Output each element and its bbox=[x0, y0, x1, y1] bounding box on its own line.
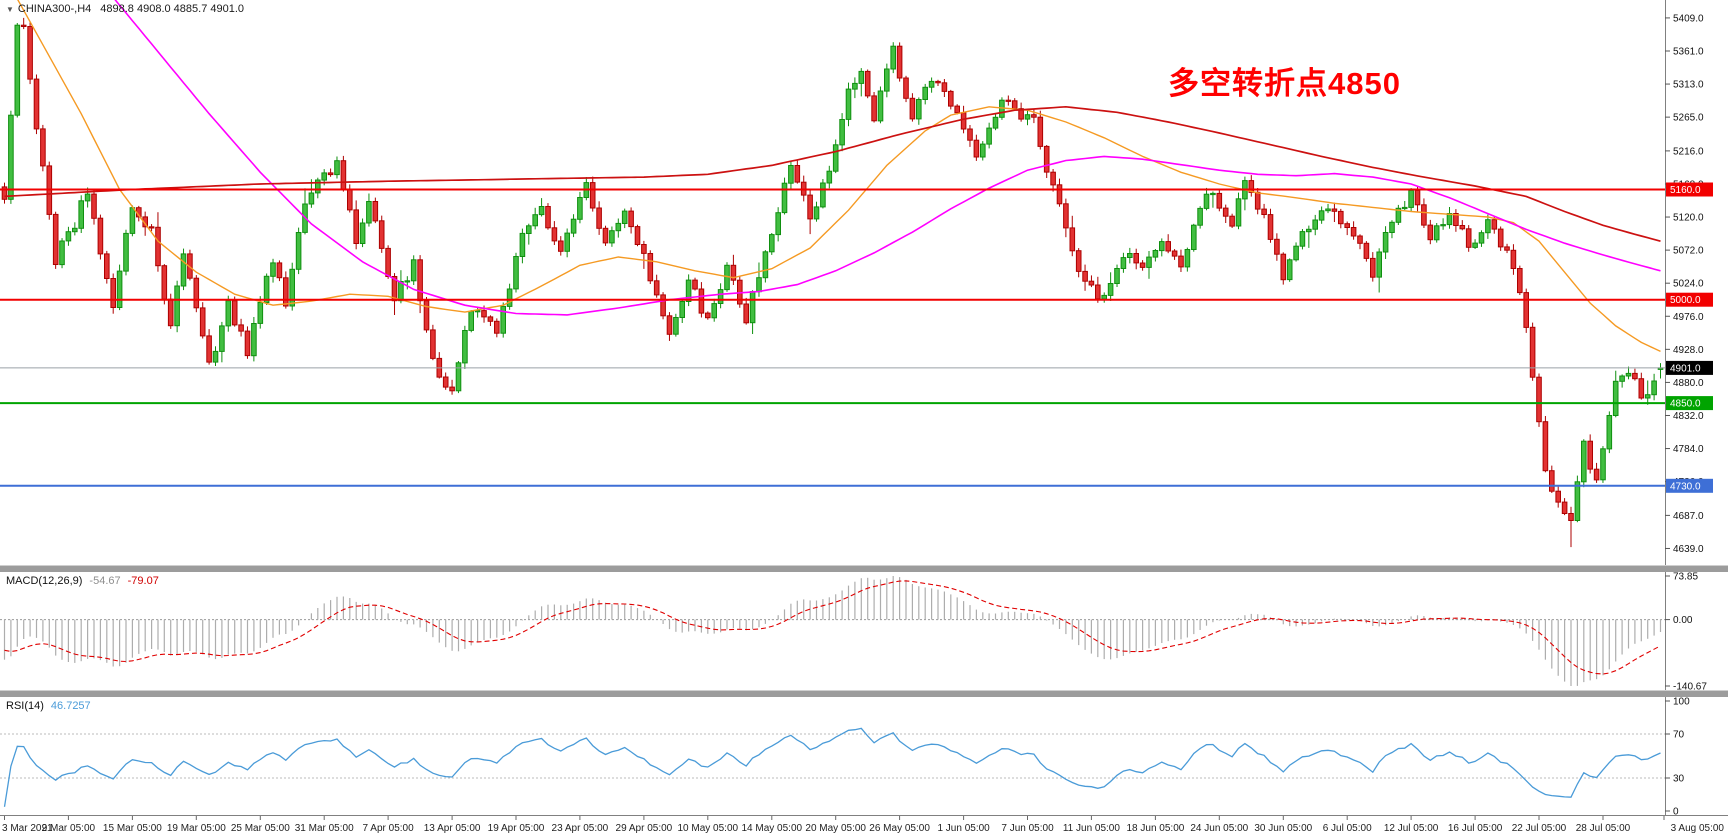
price-tick: 5072.0 bbox=[1673, 246, 1704, 257]
symbol-info: ▼ CHINA300-,H4 4898.8 4908.0 4885.7 4901.0 bbox=[6, 3, 244, 15]
price-tick: 4928.0 bbox=[1673, 345, 1704, 356]
macd-name: MACD(12,26,9) bbox=[6, 575, 83, 587]
time-tick: 20 May 05:00 bbox=[805, 823, 866, 834]
panel-separators[interactable] bbox=[0, 565, 1728, 697]
price-label-5160.0: 5160.0 bbox=[1666, 182, 1713, 197]
svg-text:5160.0: 5160.0 bbox=[1670, 185, 1701, 196]
time-tick: 15 Mar 05:00 bbox=[103, 823, 162, 834]
ma-slow-red bbox=[4, 105, 1661, 243]
price-tick: 4976.0 bbox=[1673, 312, 1704, 323]
price-label-4901.0: 4901.0 bbox=[1666, 360, 1713, 375]
ma-fast-orange bbox=[17, 0, 1661, 353]
macd-main-value: -54.67 bbox=[89, 575, 121, 587]
rsi-line bbox=[3, 727, 1661, 807]
price-tick: 5361.0 bbox=[1673, 46, 1704, 57]
symbol-dropdown-icon[interactable]: ▼ bbox=[6, 5, 14, 14]
rsi-label: RSI(14) 46.7257 bbox=[6, 700, 91, 712]
rsi-tick: 100 bbox=[1673, 697, 1690, 708]
macd-panel: 73.85 0.00 -140.67 bbox=[0, 572, 1707, 693]
time-tick: 24 Jun 05:00 bbox=[1190, 823, 1248, 834]
ohlc-values: 4898.8 4908.0 4885.7 4901.0 bbox=[100, 3, 245, 15]
time-tick: 31 Mar 05:00 bbox=[295, 823, 354, 834]
svg-text:5000.0: 5000.0 bbox=[1670, 295, 1701, 306]
price-label-5000.0: 5000.0 bbox=[1666, 292, 1713, 307]
svg-text:4901.0: 4901.0 bbox=[1670, 363, 1701, 374]
time-tick: 12 Jul 05:00 bbox=[1384, 823, 1439, 834]
time-tick: 18 Jun 05:00 bbox=[1126, 823, 1184, 834]
moving-averages bbox=[4, 0, 1661, 353]
price-tick: 4687.0 bbox=[1673, 511, 1704, 522]
price-tick: 4639.0 bbox=[1673, 544, 1704, 555]
time-tick: 7 Jun 05:00 bbox=[1001, 823, 1054, 834]
time-tick: 3 Mar 2021 bbox=[2, 823, 53, 834]
time-tick: 19 Mar 05:00 bbox=[167, 823, 226, 834]
price-tick: 5313.0 bbox=[1673, 80, 1704, 91]
time-tick: 7 Apr 05:00 bbox=[363, 823, 415, 834]
price-label-4730.0: 4730.0 bbox=[1666, 478, 1713, 493]
price-label-4850.0: 4850.0 bbox=[1666, 396, 1713, 411]
rsi-tick: 70 bbox=[1673, 730, 1685, 741]
time-tick: 26 May 05:00 bbox=[869, 823, 930, 834]
time-tick: 23 Apr 05:00 bbox=[552, 823, 609, 834]
time-tick: 30 Jun 05:00 bbox=[1254, 823, 1312, 834]
horizontal-lines[interactable] bbox=[0, 188, 1665, 487]
time-tick: 11 Jun 05:00 bbox=[1063, 823, 1121, 834]
time-tick: 29 Apr 05:00 bbox=[616, 823, 673, 834]
macd-tick: 0.00 bbox=[1673, 615, 1693, 626]
time-tick: 28 Jul 05:00 bbox=[1576, 823, 1631, 834]
rsi-tick: 0 bbox=[1673, 807, 1679, 818]
time-tick: 14 May 05:00 bbox=[741, 823, 802, 834]
time-tick: 25 Mar 05:00 bbox=[231, 823, 290, 834]
macd-tick: 73.85 bbox=[1673, 572, 1698, 583]
price-tick: 5265.0 bbox=[1673, 113, 1704, 124]
time-tick: 3 Aug 05:00 bbox=[1671, 823, 1725, 834]
macd-signal-value: -79.07 bbox=[127, 575, 159, 587]
svg-text:4730.0: 4730.0 bbox=[1670, 481, 1701, 492]
time-tick: 16 Jul 05:00 bbox=[1448, 823, 1503, 834]
price-tick: 5120.0 bbox=[1673, 213, 1704, 224]
price-tick: 4880.0 bbox=[1673, 378, 1704, 389]
rsi-name: RSI(14) bbox=[6, 700, 44, 712]
macd-tick: -140.67 bbox=[1673, 682, 1707, 693]
time-tick: 6 Jul 05:00 bbox=[1323, 823, 1372, 834]
rsi-value: 46.7257 bbox=[50, 700, 91, 712]
price-tick: 5024.0 bbox=[1673, 279, 1704, 290]
ma-medium-magenta bbox=[114, 0, 1661, 316]
price-scale[interactable]: 5409.05361.05313.05265.05216.05168.05120… bbox=[1665, 13, 1713, 555]
time-tick: 19 Apr 05:00 bbox=[488, 823, 545, 834]
rsi-panel: 100 70 30 0 bbox=[0, 697, 1690, 818]
price-tick: 4784.0 bbox=[1673, 444, 1704, 455]
time-tick: 13 Apr 05:00 bbox=[424, 823, 481, 834]
time-tick: 1 Jun 05:00 bbox=[937, 823, 990, 834]
time-tick: 10 May 05:00 bbox=[677, 823, 738, 834]
macd-label: MACD(12,26,9) -54.67 -79.07 bbox=[6, 575, 159, 587]
rsi-tick: 30 bbox=[1673, 774, 1685, 785]
symbol-title: CHINA300-,H4 bbox=[17, 3, 92, 15]
time-tick: 9 Mar 05:00 bbox=[42, 823, 96, 834]
price-tick: 5216.0 bbox=[1673, 146, 1704, 157]
time-tick: 22 Jul 05:00 bbox=[1512, 823, 1567, 834]
annotation-text[interactable]: 多空转折点4850 bbox=[1168, 66, 1401, 101]
macd-signal-line bbox=[4, 580, 1661, 675]
macd-histogram bbox=[3, 576, 1662, 686]
price-tick: 4832.0 bbox=[1673, 411, 1704, 422]
price-tick: 5409.0 bbox=[1673, 13, 1704, 24]
svg-text:4850.0: 4850.0 bbox=[1670, 399, 1701, 410]
